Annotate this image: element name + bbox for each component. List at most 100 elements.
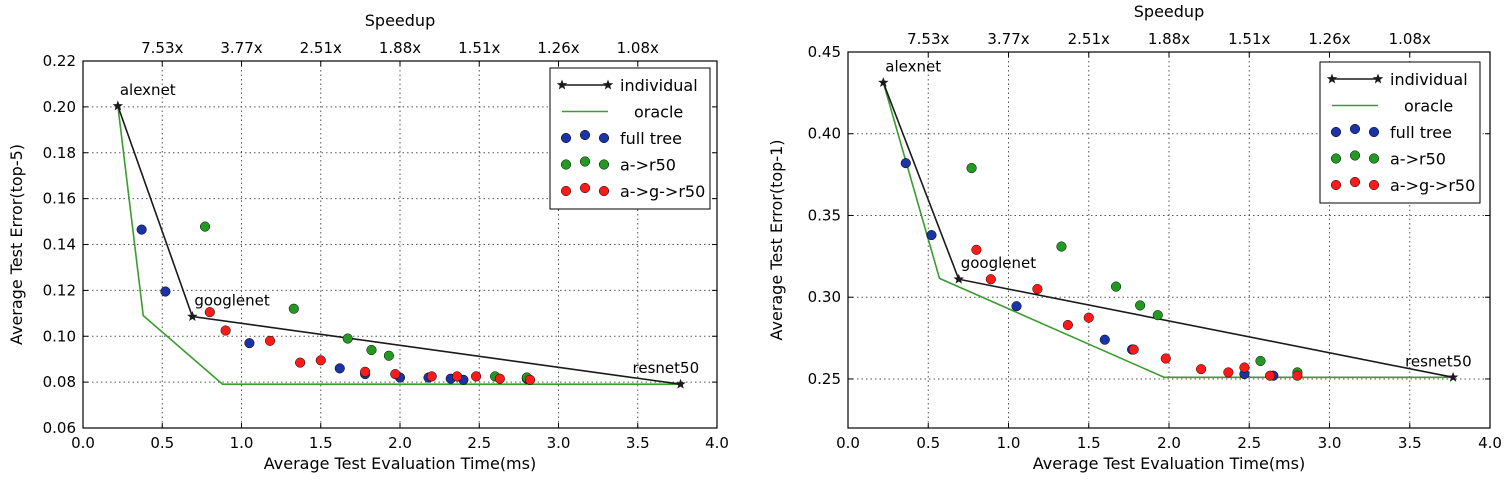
data-point-a-g-r50 [204,307,215,318]
legend-dot [560,132,572,144]
legend-label: a->g->r50 [620,182,705,201]
x-tick-label: 1.0 [997,434,1021,452]
y-tick-label: 0.45 [808,43,841,61]
star-point [953,273,964,284]
x-tick-label: 2.0 [388,434,412,452]
top-tick-label: 1.08x [617,39,659,57]
data-point-a-g-r50 [1062,319,1073,331]
data-point-a-r50 [383,350,394,361]
data-point-a-g-r50 [1032,283,1043,295]
x-axis-label: Average Test Evaluation Time(ms) [264,454,536,473]
annotation-googlenet: googlenet [194,292,270,310]
legend-dot [1349,123,1361,135]
legend-star [602,79,614,90]
chart-top5-error: 0.0 0.5 1.0 1.5 2.0 2.5 3.0 3.5 4.0 0.06 0.08 0.10 0… [7,11,729,473]
data-point-a-r50 [288,303,299,314]
legend-dot [560,159,572,170]
data-point-a-g-r50 [452,371,463,382]
legend-box [1319,61,1481,204]
data-point-a-g-r50 [985,274,996,285]
data-point-a-g-r50 [1196,364,1207,375]
legend-dot [598,132,610,144]
data-point-full-tree [160,286,171,297]
data-point-a-g-r50 [1160,353,1171,364]
x-tick-label: 2.5 [1237,434,1261,452]
series-line-oracle [882,82,1454,379]
x-tick-label: 0.0 [71,434,95,452]
star-point [187,311,198,321]
data-point-a-r50 [966,163,977,174]
x-tick-label: 0.5 [150,434,174,452]
legend-label: full tree [1390,123,1452,142]
x-tick-label: 2.0 [1157,434,1181,452]
annotation-resnet50: resnet50 [633,359,700,377]
chart-top1-error: 0.0 0.5 1.0 1.5 2.0 2.5 3.0 3.5 4.0 0.25 0.30 0.35 0… [767,2,1502,473]
y-tick-label: 0.08 [43,373,76,391]
plot-frame [82,60,718,429]
x-axis-label: Average Test Evaluation Time(ms) [1033,454,1305,473]
data-point-a-g-r50 [264,335,276,346]
x-tick-label: 1.5 [309,434,333,452]
y-tick-label: 0.06 [43,419,76,437]
star-point [112,100,124,111]
y-tick-label: 0.25 [808,370,841,388]
legend-dot [598,185,610,197]
data-point-a-g-r50 [524,374,536,385]
legend-label: a->g->r50 [1390,176,1475,195]
y-tick-label: 0.16 [43,190,76,208]
top-axis-label: Speedup [1134,2,1204,21]
data-point-full-tree [926,230,937,241]
y-tick-label: 0.18 [43,144,76,162]
legend-dot [1349,176,1361,188]
legend-dot [560,185,572,197]
x-tick-label: 0.0 [836,434,860,452]
x-tick-label: 4.0 [1478,434,1502,452]
annotation-alexnet: alexnet [120,81,176,99]
top-tick-label: 1.88x [379,39,421,57]
y-tick-label: 0.40 [808,125,841,143]
y-tick-label: 0.10 [43,327,76,345]
legend-star [556,79,568,90]
data-point-a-r50 [1152,310,1163,321]
y-tick-label: 0.14 [43,236,76,254]
x-tick-label: 4.0 [705,434,729,452]
annotation-googlenet: googlenet [961,254,1037,272]
top-tick-label: 7.53x [141,39,183,57]
data-point-a-r50 [1110,281,1122,292]
legend-label: individual [1390,70,1468,89]
plot-frame [847,51,1491,429]
legend-dot [598,159,610,170]
data-point-full-tree [244,338,255,349]
top-tick-label: 7.53x [907,30,949,48]
x-tick-label: 1.5 [1077,434,1101,452]
legend-box [549,67,711,210]
star-point [675,378,686,389]
data-point-a-g-r50 [390,369,401,380]
legend-dot [1368,179,1380,191]
data-point-a-g-r50 [1265,370,1276,381]
top-axis-label: Speedup [365,11,435,30]
data-point-a-g-r50 [1292,370,1303,381]
top-tick-label: 3.77x [987,30,1029,48]
top-tick-label: 3.77x [220,39,262,57]
star-point [878,77,889,88]
legend-label: a->r50 [620,156,676,175]
data-point-a-g-r50 [360,366,371,377]
legend-label: a->r50 [1390,150,1446,169]
legend-dot [1330,153,1342,164]
data-point-a-r50 [342,333,353,344]
data-point-a-g-r50 [1223,367,1234,378]
data-point-a-g-r50 [295,357,306,368]
top-tick-label: 1.51x [1228,30,1270,48]
data-point-a-r50 [1255,355,1266,367]
x-tick-label: 1.0 [230,434,254,452]
top-tick-label: 1.51x [458,39,500,57]
legend-dot [1368,126,1380,138]
legend-label: oracle [1404,97,1453,116]
data-point-a-g-r50 [315,355,326,366]
legend-label: oracle [634,103,683,122]
top-tick-label: 1.88x [1148,30,1190,48]
legend-dot [1330,126,1342,138]
y-axis-label: Average Test Error(top-1) [767,139,786,340]
star-point [1447,371,1459,382]
